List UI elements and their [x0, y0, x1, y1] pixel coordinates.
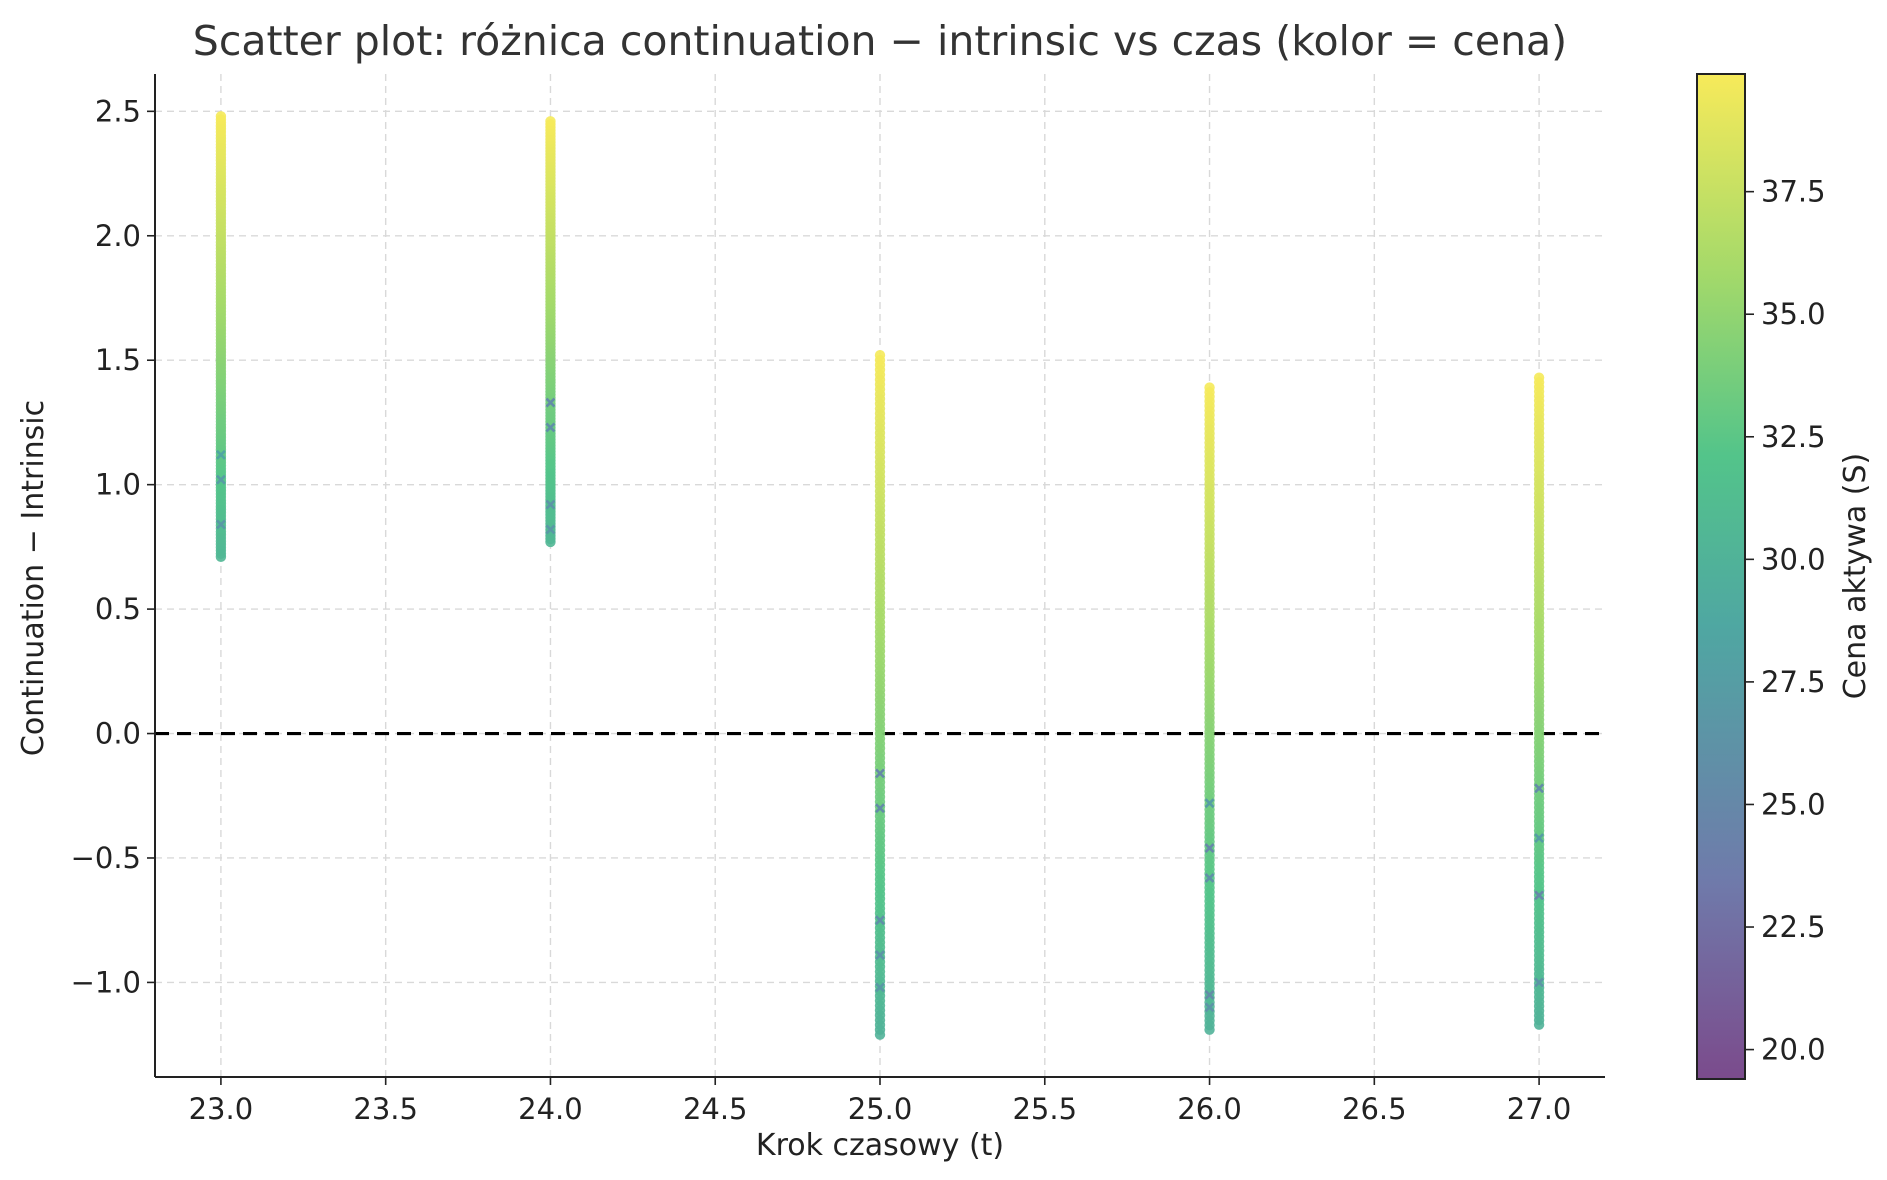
colorbar-tick-label: 32.5 [1761, 420, 1826, 454]
y-tick-label: 0.5 [95, 592, 141, 626]
x-tick-label: 26.5 [1342, 1092, 1407, 1126]
x-tick-label: 27.0 [1507, 1092, 1572, 1126]
scatter-outlier [215, 474, 226, 485]
scatter-outlier [1534, 783, 1545, 794]
scatter-outlier [1204, 1002, 1215, 1013]
scatter-outlier [1204, 798, 1215, 809]
colorbar-tick-label: 27.5 [1761, 665, 1826, 699]
x-tick-label: 24.0 [518, 1092, 583, 1126]
colorbar-gradient [1696, 73, 1746, 1080]
y-tick-label: −1.0 [71, 965, 141, 999]
scatter-outlier [545, 499, 556, 510]
x-axis-label: Krok czasowy (t) [756, 1128, 1004, 1163]
scatter-outlier [545, 524, 556, 535]
x-tick-label: 25.0 [848, 1092, 913, 1126]
y-tick-label: 2.0 [95, 219, 141, 253]
x-tick-label: 26.0 [1177, 1092, 1242, 1126]
scatter-outlier [1534, 977, 1545, 988]
colorbar-tick-label: 25.0 [1761, 787, 1826, 821]
scatter-point [1204, 382, 1215, 393]
data-points [155, 111, 1605, 1040]
scatter-outlier [545, 422, 556, 433]
y-axis-label: Continuation − Intrinsic [16, 400, 51, 756]
y-tick-label: 2.5 [95, 94, 141, 128]
scatter-outlier [875, 803, 885, 814]
y-tick-label: −0.5 [71, 841, 141, 875]
x-tick-label: 23.5 [353, 1092, 418, 1126]
colorbar-tick-label: 30.0 [1761, 542, 1826, 576]
x-tick-label: 25.5 [1012, 1092, 1077, 1126]
chart-title: Scatter plot: różnica continuation − int… [193, 17, 1567, 65]
scatter-outlier [1204, 872, 1215, 883]
scatter-outlier [1534, 833, 1545, 843]
scatter-outlier [875, 982, 885, 993]
colorbar-label: Cena aktywa (S) [1838, 453, 1873, 700]
scatter-outlier [1534, 890, 1545, 901]
scatter-point [215, 111, 227, 122]
colorbar-tick-label: 20.0 [1761, 1033, 1826, 1067]
colorbar: 20.0 22.5 25.0 27.5 30.0 32.5 35.0 37.5 [1696, 73, 1826, 1080]
colorbar-tick-label: 35.0 [1761, 297, 1826, 331]
scatter-outlier [875, 950, 885, 960]
scatter-outlier [215, 449, 226, 460]
y-tick-label: 1.5 [95, 343, 141, 377]
y-tick-label: 1.0 [95, 468, 141, 502]
x-tick-label: 24.5 [683, 1092, 748, 1126]
scatter-outlier [545, 397, 556, 408]
y-tick-label: 0.0 [95, 717, 141, 751]
scatter-point [874, 350, 886, 361]
axes: 23.0 23.5 24.0 24.5 25.0 25.5 26.0 26.5 27.0 −1.0… [71, 74, 1605, 1126]
x-tick-label: 23.0 [189, 1092, 254, 1126]
scatter-point [545, 116, 556, 127]
scatter-outlier [875, 768, 885, 779]
scatter-outlier [1204, 843, 1215, 853]
scatter-outlier [215, 519, 226, 530]
scatter-outlier [875, 915, 885, 926]
colorbar-tick-label: 37.5 [1761, 175, 1826, 209]
scatter-outlier [1204, 989, 1215, 1000]
colorbar-tick-label: 22.5 [1761, 910, 1826, 944]
scatter-point [1533, 372, 1545, 383]
